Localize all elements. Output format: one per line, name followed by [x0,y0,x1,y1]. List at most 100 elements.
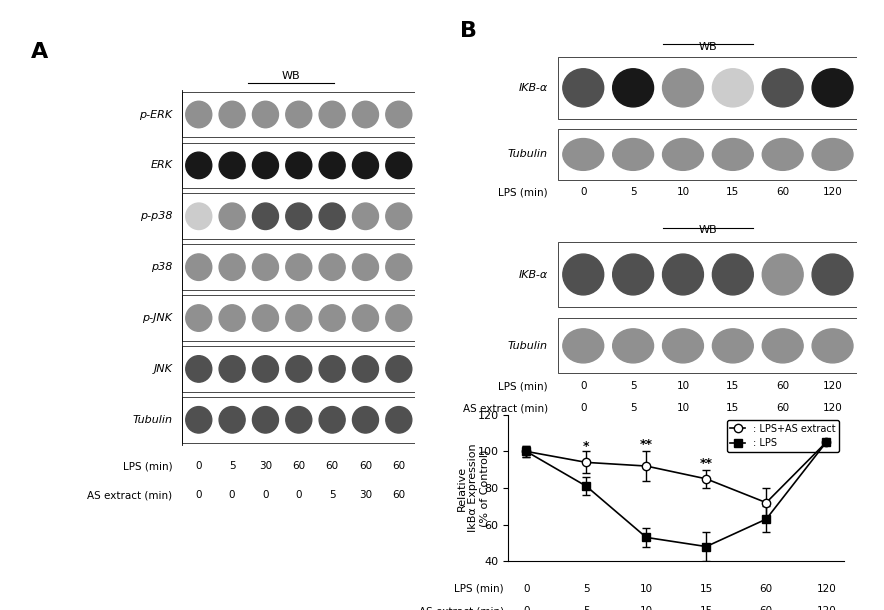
Ellipse shape [253,152,278,179]
Bar [559,129,857,180]
Ellipse shape [713,138,753,170]
Ellipse shape [662,329,704,363]
Ellipse shape [253,305,278,331]
Text: 60: 60 [392,490,406,500]
Text: A: A [30,42,48,62]
Text: 0: 0 [229,490,235,500]
Bar [559,57,857,118]
Text: B: B [460,21,476,41]
Text: 10: 10 [640,606,652,610]
Ellipse shape [385,356,412,382]
Ellipse shape [219,101,245,127]
Ellipse shape [563,254,604,295]
Text: 5: 5 [629,381,636,391]
Ellipse shape [662,138,704,170]
Text: Tubulin: Tubulin [508,341,548,351]
Text: IKB-α: IKB-α [519,270,548,279]
Text: 30: 30 [359,490,372,500]
Text: 5: 5 [229,461,235,472]
Ellipse shape [286,203,312,229]
Text: p-ERK: p-ERK [140,110,172,120]
Text: 0: 0 [580,403,586,413]
Ellipse shape [253,356,278,382]
Ellipse shape [186,305,212,331]
Ellipse shape [613,254,653,295]
Ellipse shape [762,254,804,295]
Ellipse shape [385,203,412,229]
Text: 0: 0 [295,490,302,500]
Bar [182,295,415,341]
Ellipse shape [353,254,378,281]
Text: p-JNK: p-JNK [142,313,172,323]
Text: 120: 120 [823,187,842,197]
Ellipse shape [319,356,345,382]
Ellipse shape [385,305,412,331]
Text: 60: 60 [759,584,773,594]
Ellipse shape [385,152,412,179]
Bar [182,143,415,188]
Legend: : LPS+AS extract, : LPS: : LPS+AS extract, : LPS [727,420,840,452]
Text: 0: 0 [195,461,202,472]
Bar [182,245,415,290]
Ellipse shape [219,203,245,229]
Bar [559,242,857,307]
Ellipse shape [319,152,345,179]
Text: **: ** [640,439,652,451]
Ellipse shape [353,356,378,382]
Ellipse shape [219,152,245,179]
Ellipse shape [186,101,212,127]
Ellipse shape [353,305,378,331]
Text: p-p38: p-p38 [140,211,172,221]
Ellipse shape [812,138,853,170]
Ellipse shape [319,101,345,127]
Text: LPS (min): LPS (min) [454,584,504,594]
Ellipse shape [319,203,345,229]
Ellipse shape [186,356,212,382]
Text: AS extract (min): AS extract (min) [463,403,548,413]
Text: 120: 120 [816,606,836,610]
Text: 5: 5 [329,490,335,500]
Ellipse shape [319,407,345,433]
Text: 60: 60 [759,606,773,610]
Text: 10: 10 [676,403,690,413]
Text: WB: WB [282,71,301,81]
Ellipse shape [219,254,245,281]
Ellipse shape [286,101,312,127]
Ellipse shape [286,152,312,179]
Y-axis label: Relative
IkBα Expression
(% of Control): Relative IkBα Expression (% of Control) [457,443,490,533]
Ellipse shape [713,69,753,107]
Ellipse shape [713,254,753,295]
Text: 0: 0 [523,584,530,594]
Text: WB: WB [698,41,717,52]
Ellipse shape [186,203,212,229]
Ellipse shape [253,254,278,281]
Ellipse shape [353,407,378,433]
Text: 60: 60 [325,461,339,472]
Ellipse shape [762,69,804,107]
Text: 10: 10 [676,381,690,391]
Ellipse shape [253,101,278,127]
Text: 10: 10 [676,187,690,197]
Ellipse shape [812,69,853,107]
Ellipse shape [762,138,804,170]
Ellipse shape [613,69,653,107]
Ellipse shape [319,254,345,281]
Bar [182,193,415,239]
Text: 30: 30 [259,461,272,472]
Ellipse shape [385,407,412,433]
Ellipse shape [662,69,704,107]
Bar [182,346,415,392]
Ellipse shape [286,254,312,281]
Text: 15: 15 [699,584,713,594]
Ellipse shape [286,305,312,331]
Text: 0: 0 [195,490,202,500]
Text: 15: 15 [727,381,739,391]
Text: ERK: ERK [150,160,172,170]
Ellipse shape [662,254,704,295]
Text: 5: 5 [629,403,636,413]
Text: 0: 0 [523,606,530,610]
Text: JNK: JNK [154,364,172,374]
Ellipse shape [385,254,412,281]
Text: 60: 60 [293,461,305,472]
Text: 0: 0 [263,490,269,500]
